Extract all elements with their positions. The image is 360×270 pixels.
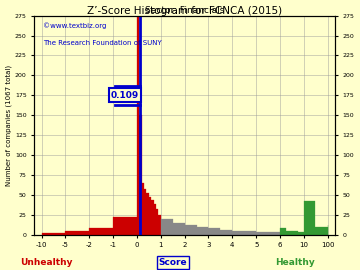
Bar — [304, 201, 315, 235]
Y-axis label: Number of companies (1067 total): Number of companies (1067 total) — [5, 65, 12, 186]
Bar — [41, 233, 66, 235]
Bar — [147, 193, 149, 235]
Bar — [151, 200, 154, 235]
Bar — [256, 232, 280, 235]
Bar — [161, 219, 173, 235]
Bar — [142, 183, 144, 235]
Text: Healthy: Healthy — [275, 258, 315, 267]
Text: The Research Foundation of SUNY: The Research Foundation of SUNY — [43, 40, 162, 46]
Bar — [154, 204, 156, 235]
Bar — [89, 228, 113, 235]
Bar — [158, 215, 161, 235]
Bar — [286, 231, 292, 235]
Bar — [137, 16, 139, 235]
Bar — [66, 231, 89, 235]
Bar — [113, 217, 137, 235]
Bar — [232, 231, 256, 235]
Bar — [197, 227, 208, 235]
Bar — [292, 231, 298, 235]
Bar — [173, 223, 185, 235]
Text: Unhealthy: Unhealthy — [21, 258, 73, 267]
Bar — [149, 197, 151, 235]
Bar — [220, 230, 232, 235]
Bar — [139, 115, 142, 235]
Bar — [208, 228, 220, 235]
Bar — [315, 227, 328, 235]
Text: ©www.textbiz.org: ©www.textbiz.org — [43, 22, 107, 29]
Text: Score: Score — [158, 258, 187, 267]
Bar — [144, 189, 147, 235]
Text: Sector: Financials: Sector: Financials — [145, 5, 224, 15]
Text: 0.109: 0.109 — [111, 91, 139, 100]
Bar — [156, 209, 158, 235]
Bar — [185, 225, 197, 235]
Bar — [298, 232, 304, 235]
Title: Z’-Score Histogram for FCNCA (2015): Z’-Score Histogram for FCNCA (2015) — [87, 6, 282, 16]
Bar — [280, 228, 286, 235]
